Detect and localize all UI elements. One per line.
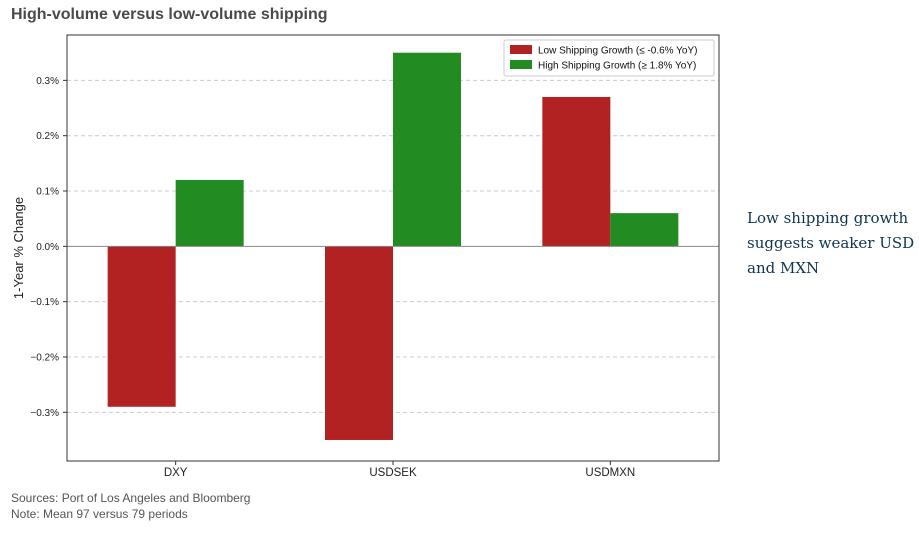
y-tick-label: 0.1% [36,187,59,198]
periods-note: Note: Mean 97 versus 79 periods [11,507,188,521]
bar-high-usdsek [393,52,461,247]
bar-high-dxy [175,179,244,247]
y-tick-label: 0.2% [36,131,59,142]
legend-box [503,39,715,77]
y-tick-label: −0.2% [30,352,59,363]
x-tick-label: USDSEK [369,467,417,479]
x-tick-label: USDMXN [585,467,635,479]
y-tick-label: 0.0% [36,242,59,253]
legend-swatch-high [510,60,532,69]
bar-low-dxy [107,246,176,407]
legend-label-low: Low Shipping Growth (≤ -0.6% YoY) [538,46,697,57]
chart-title: High-volume versus low-volume shipping [11,6,328,23]
chart-footer: Sources: Port of Los Angeles and Bloombe… [11,490,250,522]
bar-high-usdmxn [610,213,679,247]
bar-low-usdsek [325,246,393,440]
y-tick-label: 0.3% [36,76,59,87]
legend-label-high: High Shipping Growth (≥ 1.8% YoY) [538,61,696,72]
legend-swatch-low [510,45,532,54]
x-tick-label: DXY [164,467,188,479]
bar-low-usdmxn [542,96,611,247]
sources-note: Sources: Port of Los Angeles and Bloombe… [11,491,251,505]
y-axis-label: 1-Year % Change [11,197,26,299]
y-tick-label: −0.3% [30,408,59,419]
y-tick-label: −0.1% [30,297,59,308]
annotation-text: Low shipping growth suggests weaker USD … [747,209,915,277]
